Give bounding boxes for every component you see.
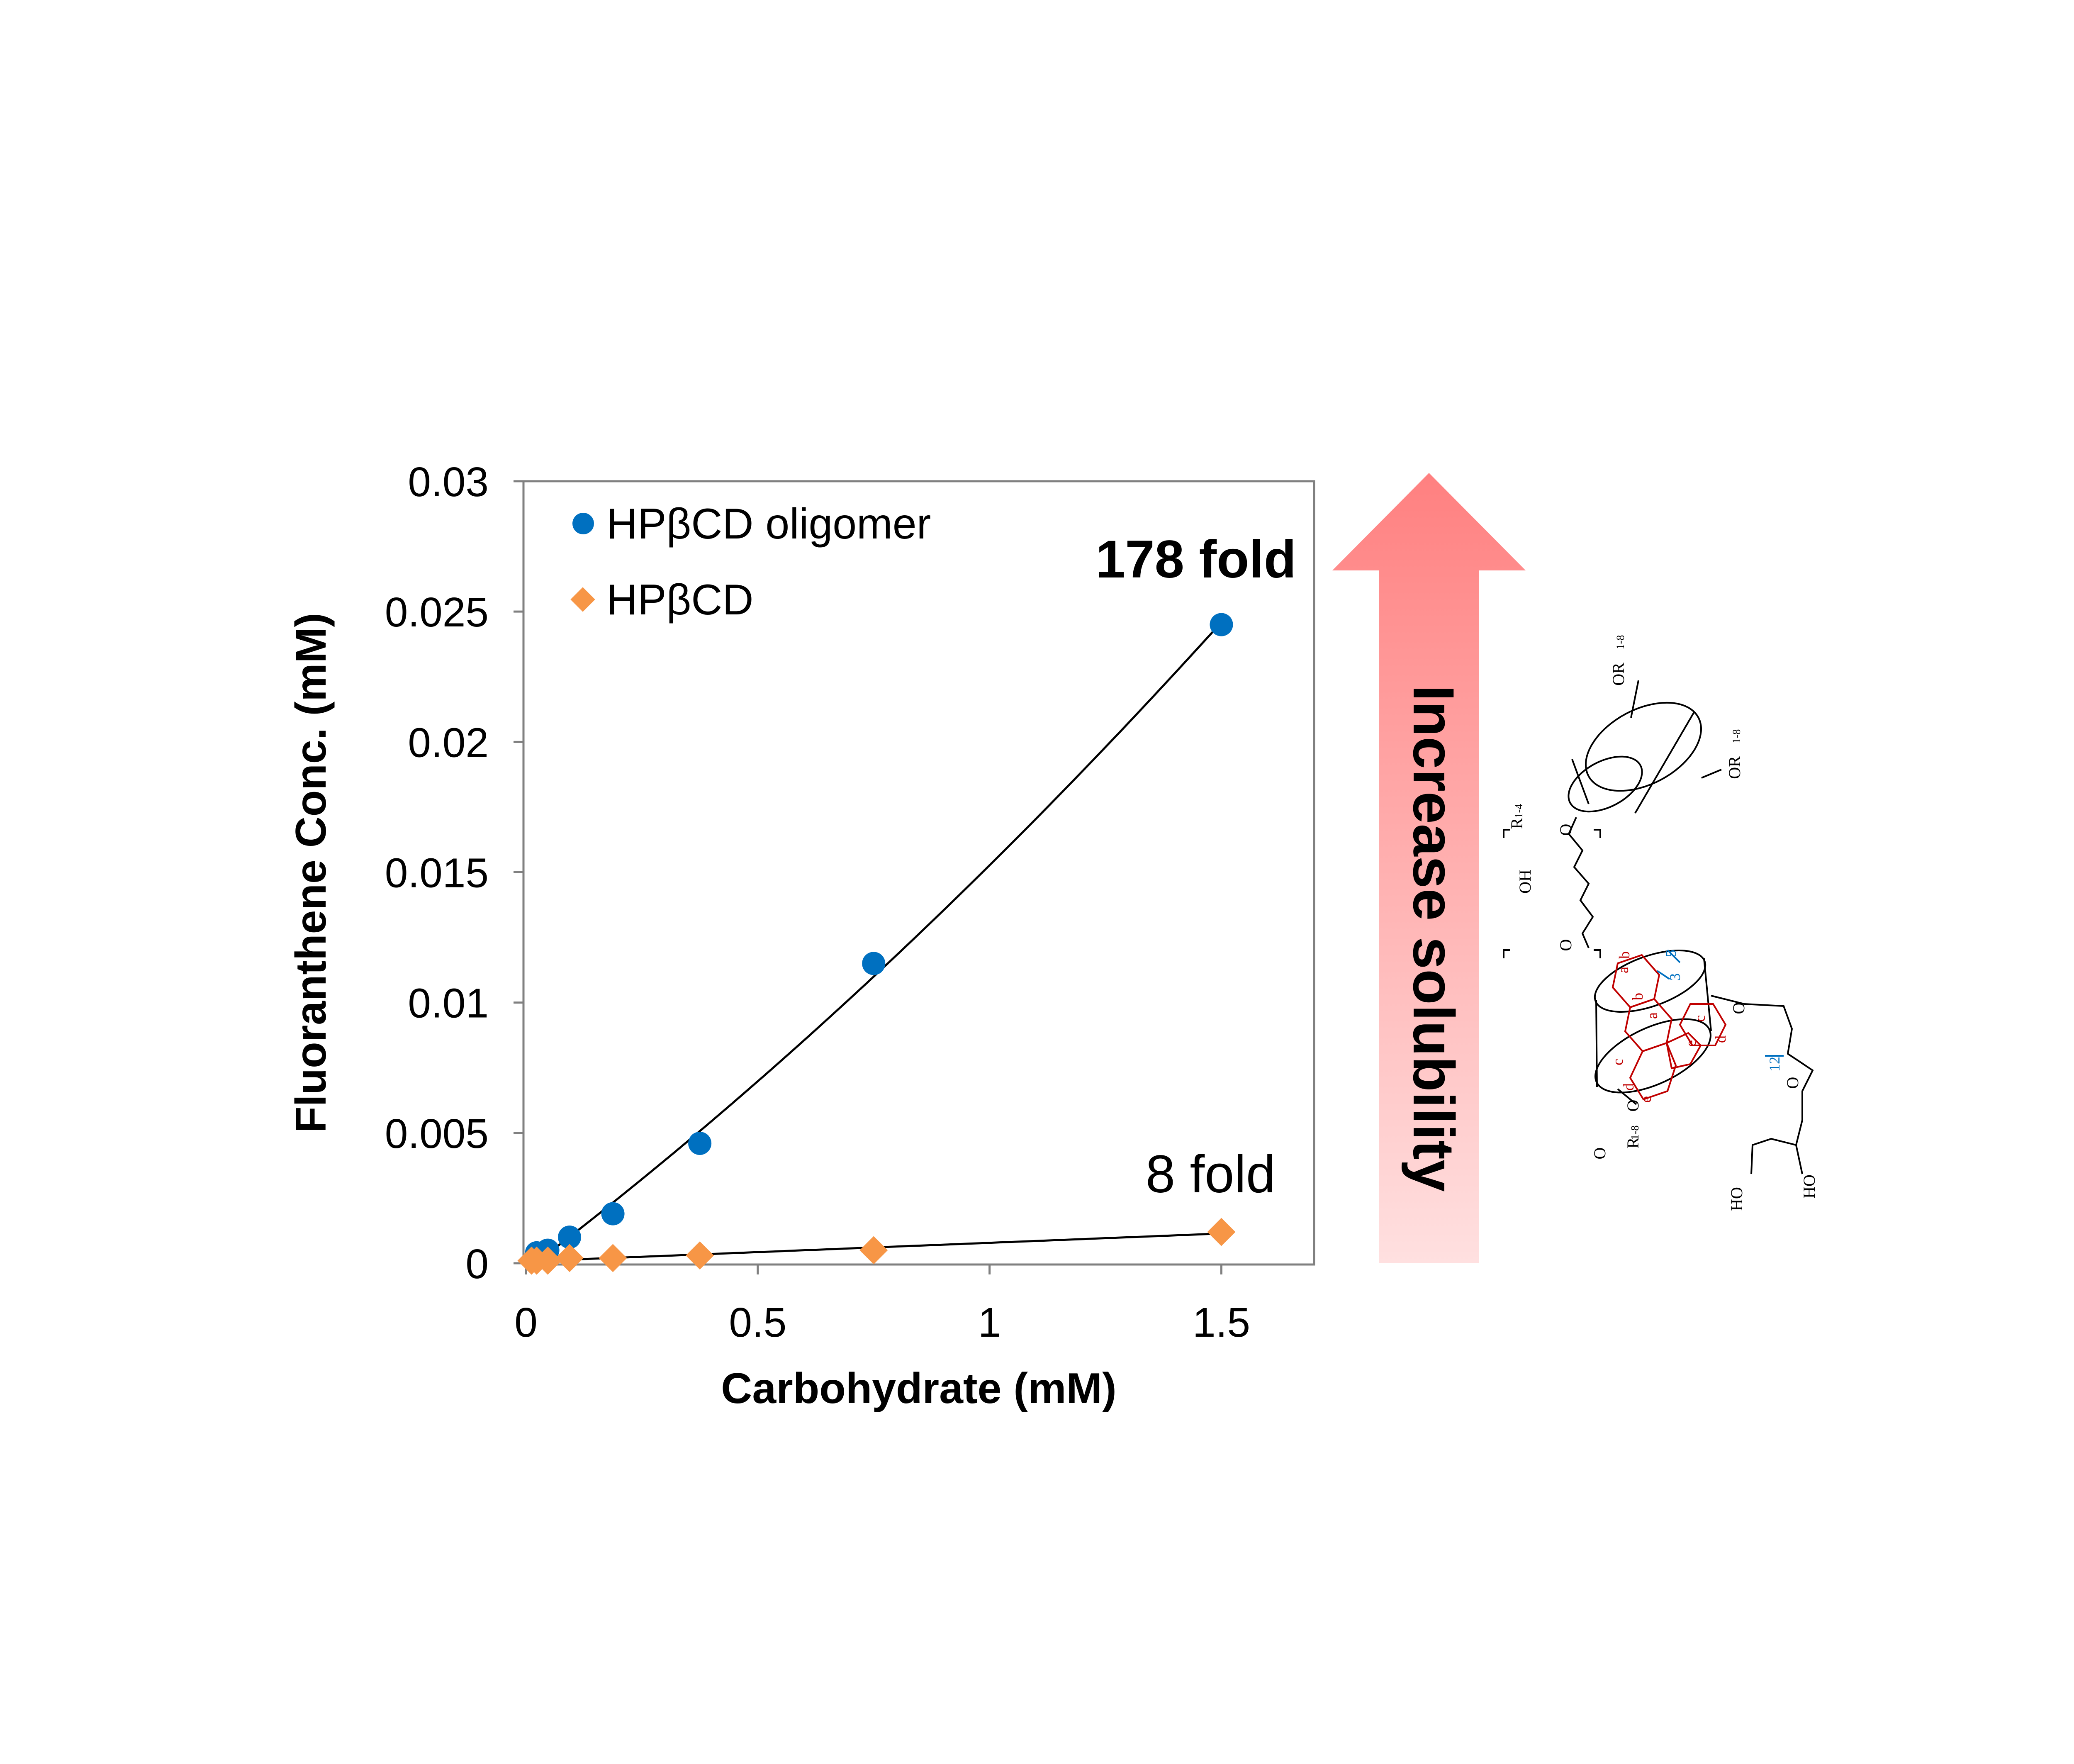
upper-cd-rim-bottom: [1568, 755, 1643, 813]
point-series-0: [601, 1202, 625, 1226]
point-series-0: [558, 1226, 582, 1249]
y-tick-label: 0.025: [385, 589, 489, 636]
structure-label: OR: [1725, 756, 1744, 779]
x-tick-label: 0: [514, 1299, 538, 1346]
lower-cd-rim-top: [1594, 950, 1706, 1013]
proton-labels: [1656, 949, 1784, 1057]
arrow-label: Increase solubility: [1401, 685, 1466, 1192]
point-series-0: [1210, 613, 1233, 636]
upper-cd-rim-top: [1585, 702, 1702, 792]
structure-label: O: [1556, 939, 1575, 951]
structure-label: 12: [1766, 1057, 1783, 1072]
structure-label: O: [1624, 1100, 1642, 1112]
structure-label: c: [1609, 1059, 1626, 1065]
structure-label: 5: [1663, 950, 1679, 957]
trendline-series-0: [536, 621, 1222, 1263]
structure-label: O: [1729, 1002, 1748, 1014]
structure-label: e: [1682, 1040, 1699, 1047]
structure-label: e: [1638, 1096, 1654, 1103]
x-tick-label: 0.5: [729, 1299, 786, 1346]
bracket-top-left-icon: [1503, 829, 1510, 838]
side-chain-icon: [1711, 995, 1814, 1174]
upper-cd-bond-top: [1630, 680, 1639, 718]
y-axis: 0 0.005 0.01 0.015 0.02 0.025 0.03: [385, 459, 523, 1287]
point-series-1: [859, 1236, 888, 1265]
point-series-1: [555, 1244, 584, 1272]
structure-label: HO: [1800, 1174, 1818, 1199]
structure-label: b: [1616, 951, 1633, 959]
structure-label: d: [1712, 1035, 1729, 1043]
guest-ring-5: [1629, 1042, 1677, 1101]
inclusion-complex-structure-icon: [1503, 680, 1814, 1174]
structure-label: HO: [1727, 1187, 1746, 1211]
upper-cd-side-left: [1571, 759, 1590, 804]
y-tick-label: 0.015: [385, 850, 489, 897]
structure-label: a: [1615, 967, 1631, 973]
point-series-1: [1207, 1218, 1236, 1246]
lower-cd-bond-bottom: [1617, 1088, 1637, 1105]
y-tick-label: 0.02: [408, 719, 489, 766]
upper-cd-bond-right: [1701, 769, 1722, 779]
y-tick-label: 0.03: [408, 459, 489, 505]
x-axis: 0 0.5 1 1.5: [514, 1265, 1250, 1346]
structure-label: 1-4: [1513, 804, 1525, 819]
structure-label: 1-8: [1614, 635, 1626, 650]
structure-label: b: [1629, 993, 1646, 1000]
bracket-top-right-icon: [1594, 829, 1601, 838]
point-series-0: [688, 1131, 712, 1155]
bracket-bottom-left-icon: [1503, 949, 1510, 958]
structure-label: a: [1644, 1012, 1660, 1019]
arrow-shape: [1332, 473, 1526, 1263]
structure-label: OH: [1516, 870, 1534, 894]
bracket-bottom-right-icon: [1594, 949, 1601, 958]
structure-label: O: [1783, 1077, 1802, 1089]
y-axis-title: Fluoranthene Conc. (mM): [287, 613, 335, 1133]
legend: HPβCD oligomer HPβCD: [570, 500, 931, 624]
structure-label: 1-8: [1731, 729, 1743, 744]
legend-label-hpbcd: HPβCD: [606, 576, 754, 624]
data-marks: [517, 613, 1236, 1275]
x-axis-title: Carbohydrate (mM): [721, 1364, 1116, 1413]
point-series-0: [862, 952, 886, 975]
linker-chain-icon: [1568, 817, 1594, 948]
annotation-178-fold: 178 fold: [1095, 530, 1296, 589]
structure-label: 3: [1667, 973, 1683, 981]
proton-line-3: [1656, 970, 1670, 980]
guest-ring-3: [1665, 1032, 1702, 1070]
guest-ring-4: [1679, 1003, 1727, 1046]
legend-label-oligomer: HPβCD oligomer: [606, 500, 931, 548]
structure-label: R: [1624, 1137, 1642, 1148]
lower-cd-side-right: [1703, 958, 1712, 1031]
proton-line-5: [1667, 949, 1681, 963]
structure-label: 1-8: [1629, 1126, 1641, 1140]
side-chain-branch-icon: [1750, 1138, 1796, 1174]
legend-marker-hpbcd: [570, 587, 595, 612]
structure-label: OR: [1609, 663, 1628, 686]
annotation-8-fold: 8 fold: [1146, 1145, 1276, 1204]
y-tick-label: 0.005: [385, 1111, 489, 1157]
structure-label: O: [1590, 1148, 1609, 1160]
point-series-1: [686, 1241, 714, 1270]
point-series-1: [533, 1246, 562, 1275]
legend-marker-oligomer: [572, 513, 594, 534]
fluoranthene-guest-icon: [1611, 954, 1727, 1101]
structure-label: d: [1620, 1083, 1637, 1091]
y-tick-label: 0: [465, 1241, 489, 1287]
x-tick-label: 1: [978, 1299, 1001, 1346]
upper-cd-side-right: [1634, 711, 1695, 814]
structure-label: c: [1692, 1015, 1708, 1022]
lower-cd-side-left: [1595, 999, 1598, 1087]
x-tick-label: 1.5: [1193, 1299, 1250, 1346]
structure-label: R: [1507, 818, 1526, 829]
point-series-1: [599, 1244, 627, 1272]
trend-lines: [531, 621, 1222, 1263]
scatter-chart: 0 0.005 0.01 0.015 0.02 0.025 0.03 0 0.5 1 1.5 Ca…: [287, 459, 1315, 1413]
structure-label: O: [1556, 824, 1575, 836]
increase-solubility-arrow: Increase solubility: [1332, 473, 1526, 1263]
y-tick-label: 0.01: [408, 980, 489, 1027]
